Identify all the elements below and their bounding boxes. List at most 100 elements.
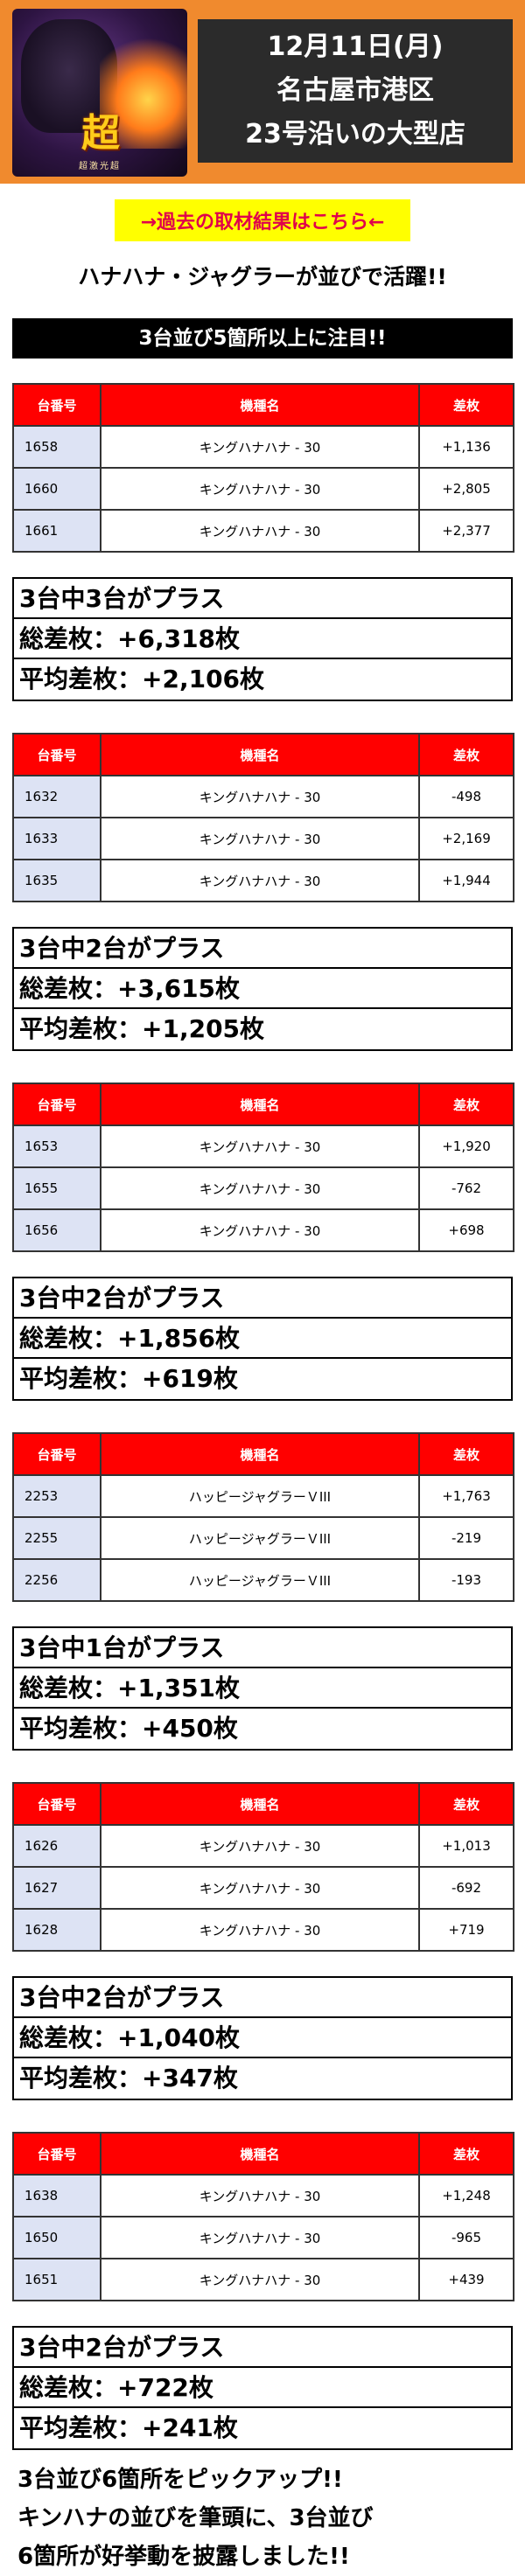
machine-name-cell: キングハナハナ - 30 bbox=[100, 2174, 420, 2217]
summary-average-diff: 平均差枚：+619枚 bbox=[19, 1364, 238, 1393]
summary-box: 3台中3台がプラス 総差枚：+6,318枚 平均差枚：+2,106枚 bbox=[12, 577, 513, 701]
header-banner: 超 超激光超 12月11日(月) 名古屋市港区 23号沿いの大型店 bbox=[0, 0, 525, 184]
table-header-row: 台番号 機種名 差枚 bbox=[12, 1083, 514, 1126]
difference-cell: +1,248 bbox=[418, 2174, 514, 2217]
difference-cell: +1,013 bbox=[418, 1824, 514, 1868]
difference-cell: +439 bbox=[418, 2258, 514, 2301]
machine-number-cell: 1650 bbox=[12, 2216, 102, 2259]
header-difference: 差枚 bbox=[418, 1083, 514, 1126]
table-row: 1632 キングハナハナ - 30 -498 bbox=[12, 775, 514, 818]
results-table: 台番号 機種名 差枚 1626 キングハナハナ - 30 +1,013 1627 キングハナハ… bbox=[12, 1782, 514, 1952]
table-summary-spacer bbox=[0, 1252, 525, 1277]
machine-number-cell: 1628 bbox=[12, 1908, 102, 1952]
machine-number-cell: 1651 bbox=[12, 2258, 102, 2301]
results-table: 台番号 機種名 差枚 1653 キングハナハナ - 30 +1,920 1655 キングハナハ… bbox=[12, 1083, 514, 1252]
machine-name-cell: キングハナハナ - 30 bbox=[100, 1866, 420, 1910]
summary-total-diff: 総差枚：+1,351枚 bbox=[14, 1668, 511, 1709]
machine-name-cell: キングハナハナ - 30 bbox=[100, 1124, 420, 1168]
header-difference: 差枚 bbox=[418, 1432, 514, 1476]
header-machine-name: 機種名 bbox=[100, 733, 420, 776]
title-date: 12月11日(月) bbox=[267, 31, 444, 62]
difference-cell: +698 bbox=[418, 1208, 514, 1252]
summary-plus-count: 3台中1台がプラス bbox=[14, 1628, 511, 1668]
header-machine-number: 台番号 bbox=[12, 2132, 102, 2176]
machine-name-cell: キングハナハナ - 30 bbox=[100, 1908, 420, 1952]
machine-name-cell: キングハナハナ - 30 bbox=[100, 1824, 420, 1868]
difference-cell: +719 bbox=[418, 1908, 514, 1952]
table-row: 1660 キングハナハナ - 30 +2,805 bbox=[12, 467, 514, 511]
table-row: 1635 キングハナハナ - 30 +1,944 bbox=[12, 859, 514, 902]
table-row: 1650 キングハナハナ - 30 -965 bbox=[12, 2216, 514, 2259]
group-spacer bbox=[0, 1401, 525, 1432]
summary-box: 3台中2台がプラス 総差枚：+1,856枚 平均差枚：+619枚 bbox=[12, 1277, 513, 1401]
machine-number-cell: 2253 bbox=[12, 1474, 102, 1518]
flame-effect bbox=[100, 26, 187, 149]
table-summary-spacer bbox=[0, 1602, 525, 1626]
summary-box: 3台中2台がプラス 総差枚：+3,615枚 平均差枚：+1,205枚 bbox=[12, 927, 513, 1051]
machine-number-cell: 1633 bbox=[12, 817, 102, 860]
machine-number-cell: 1660 bbox=[12, 467, 102, 511]
machine-name-cell: キングハナハナ - 30 bbox=[100, 817, 420, 860]
footer-line: 6箇所が好挙動を披露しました!! bbox=[18, 2544, 350, 2570]
table-header-row: 台番号 機種名 差枚 bbox=[12, 733, 514, 776]
table-row: 1656 キングハナハナ - 30 +698 bbox=[12, 1208, 514, 1252]
header-machine-name: 機種名 bbox=[100, 2132, 420, 2176]
summary-total-diff: 総差枚：+6,318枚 bbox=[14, 619, 511, 659]
table-row: 1628 キングハナハナ - 30 +719 bbox=[12, 1908, 514, 1952]
lead-text: ハナハナ・ジャグラーが並びで活躍!! bbox=[78, 264, 447, 289]
group-spacer bbox=[0, 1051, 525, 1083]
past-link-wrap: →過去の取材結果はこちら← bbox=[0, 184, 525, 247]
past-results-link[interactable]: →過去の取材結果はこちら← bbox=[114, 199, 411, 241]
summary-total-diff: 総差枚：+722枚 bbox=[14, 2368, 511, 2408]
machine-name-cell: キングハナハナ - 30 bbox=[100, 1166, 420, 1210]
machine-number-cell: 1656 bbox=[12, 1208, 102, 1252]
machine-number-cell: 1653 bbox=[12, 1124, 102, 1168]
difference-cell: -498 bbox=[418, 775, 514, 818]
header-machine-number: 台番号 bbox=[12, 1782, 102, 1826]
group-spacer bbox=[0, 359, 525, 383]
difference-cell: +1,763 bbox=[418, 1474, 514, 1518]
logo-text: 超 bbox=[81, 111, 120, 156]
summary-box: 3台中2台がプラス 総差枚：+722枚 平均差枚：+241枚 bbox=[12, 2326, 513, 2450]
machine-name-cell: キングハナハナ - 30 bbox=[100, 467, 420, 511]
machine-name-cell: ハッピージャグラーＶIII bbox=[100, 1516, 420, 1560]
table-row: 2255 ハッピージャグラーＶIII -219 bbox=[12, 1516, 514, 1560]
title-store: 23号沿いの大型店 bbox=[245, 119, 466, 150]
title-area: 名古屋市港区 bbox=[276, 75, 434, 106]
summary-average-diff: 平均差枚：+450枚 bbox=[19, 1714, 238, 1743]
summary-plus-count: 3台中2台がプラス bbox=[14, 1278, 511, 1319]
header-machine-number: 台番号 bbox=[12, 383, 102, 427]
table-header-row: 台番号 機種名 差枚 bbox=[12, 1782, 514, 1826]
machine-name-cell: キングハナハナ - 30 bbox=[100, 425, 420, 469]
difference-cell: +1,944 bbox=[418, 859, 514, 902]
title-box: 12月11日(月) 名古屋市港区 23号沿いの大型店 bbox=[198, 19, 513, 163]
summary-plus-count: 3台中2台がプラス bbox=[14, 1978, 511, 2018]
table-row: 2253 ハッピージャグラーＶIII +1,763 bbox=[12, 1474, 514, 1518]
results-table: 台番号 機種名 差枚 2253 ハッピージャグラーＶIII +1,763 2255 ハッピージ… bbox=[12, 1432, 514, 1602]
summary-box: 3台中1台がプラス 総差枚：+1,351枚平均差枚：+450枚 bbox=[12, 1626, 513, 1751]
group-spacer bbox=[0, 1751, 525, 1782]
table-summary-spacer bbox=[0, 1952, 525, 1976]
table-row: 1638 キングハナハナ - 30 +1,248 bbox=[12, 2174, 514, 2217]
header-machine-name: 機種名 bbox=[100, 383, 420, 427]
machine-name-cell: キングハナハナ - 30 bbox=[100, 2216, 420, 2259]
summary-average-diff: 平均差枚：+1,205枚 bbox=[19, 1014, 265, 1043]
group-spacer bbox=[0, 2100, 525, 2132]
group-spacer bbox=[0, 701, 525, 733]
header-machine-name: 機種名 bbox=[100, 1083, 420, 1126]
summary-average-diff: 平均差枚：+347枚 bbox=[19, 2064, 238, 2092]
table-row: 2256 ハッピージャグラーＶIII -193 bbox=[12, 1558, 514, 1602]
difference-cell: -692 bbox=[418, 1866, 514, 1910]
logo-subtext: 超激光超 bbox=[79, 162, 121, 171]
table-row: 1627 キングハナハナ - 30 -692 bbox=[12, 1866, 514, 1910]
machine-number-cell: 1655 bbox=[12, 1166, 102, 1210]
results-table: 台番号 機種名 差枚 1638 キングハナハナ - 30 +1,248 1650 キングハナハ… bbox=[12, 2132, 514, 2301]
summary-plus-count: 3台中2台がプラス bbox=[14, 2328, 511, 2368]
machine-number-cell: 1661 bbox=[12, 509, 102, 553]
table-row: 1651 キングハナハナ - 30 +439 bbox=[12, 2258, 514, 2301]
header-machine-name: 機種名 bbox=[100, 1782, 420, 1826]
machine-number-cell: 1626 bbox=[12, 1824, 102, 1868]
difference-cell: +2,169 bbox=[418, 817, 514, 860]
header-machine-number: 台番号 bbox=[12, 1083, 102, 1126]
table-row: 1626 キングハナハナ - 30 +1,013 bbox=[12, 1824, 514, 1868]
